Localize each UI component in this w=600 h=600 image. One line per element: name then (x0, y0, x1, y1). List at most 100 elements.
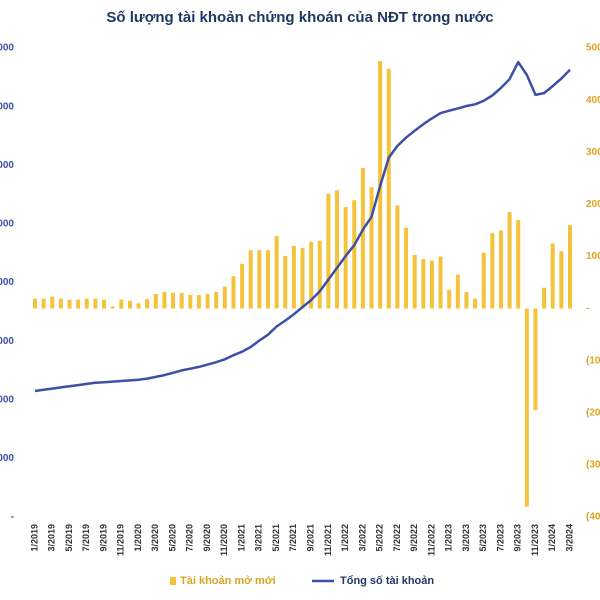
y2-tick-label: 300,000 (586, 147, 600, 158)
bar (412, 254, 417, 309)
x-tick-label: 7/2023 (495, 524, 505, 552)
x-tick-label: 7/2020 (185, 524, 195, 552)
bar (455, 274, 460, 309)
x-tick-label: 11/2022 (426, 524, 436, 556)
bar (309, 241, 314, 309)
bar (67, 299, 72, 309)
bar (119, 299, 124, 309)
x-tick-label: 3/2024 (564, 524, 574, 552)
bar (257, 250, 262, 309)
x-tick-label: 3/2023 (461, 524, 471, 552)
bar (335, 190, 340, 309)
bar (559, 251, 564, 309)
bar (291, 246, 296, 309)
bar (507, 212, 512, 309)
bar (352, 200, 357, 309)
x-tick-label: 1/2024 (547, 524, 557, 552)
bar (231, 276, 236, 309)
x-tick-label: 1/2019 (29, 524, 39, 552)
y-tick-label: 1,000,000 (0, 453, 14, 464)
bar (153, 293, 158, 309)
bar (360, 167, 365, 309)
bar (110, 306, 115, 309)
y-tick-label: 8,000,000 (0, 43, 14, 54)
x-tick-label: 9/2021 (306, 524, 316, 552)
bar (196, 295, 201, 309)
chart-title: Số lượng tài khoản chứng khoán của NĐT t… (106, 9, 493, 26)
y-tick-label: - (11, 512, 14, 523)
x-tick-label: 3/2022 (357, 524, 367, 552)
x-tick-label: 1/2021 (236, 524, 246, 552)
x-tick-label: 11/2021 (323, 524, 333, 556)
x-tick-label: 1/2022 (340, 524, 350, 552)
y2-tick-label: 500,000 (586, 43, 600, 54)
y2-tick-label: 200,000 (586, 199, 600, 210)
bar (179, 292, 184, 309)
bar (498, 230, 503, 309)
y-tick-label: 2,000,000 (0, 394, 14, 405)
bar (205, 293, 210, 309)
legend-swatch (170, 577, 176, 585)
bar (136, 303, 141, 309)
x-tick-label: 3/2021 (254, 524, 264, 552)
bar (317, 240, 322, 309)
legend-label: Tổng số tài khoản (340, 575, 434, 587)
bar (127, 300, 132, 309)
bar (429, 260, 434, 309)
bar (214, 291, 219, 309)
x-tick-label: 7/2019 (81, 524, 91, 552)
bar (300, 248, 305, 309)
y2-tick-label: 400,000 (586, 95, 600, 106)
line (34, 60, 571, 393)
x-tick-label: 5/2023 (478, 524, 488, 552)
x-tick-label: 5/2019 (64, 524, 74, 552)
bar (421, 259, 426, 309)
bar (162, 291, 167, 309)
y2-tick-label: 100,000 (586, 251, 600, 262)
x-tick-label: 5/2021 (271, 524, 281, 552)
bar (248, 250, 253, 309)
x-tick-label: 9/2020 (202, 524, 212, 552)
bar (542, 287, 547, 309)
y-tick-label: 6,000,000 (0, 160, 14, 171)
bar (41, 298, 46, 309)
bar (516, 219, 521, 309)
x-tick-label: 1/2020 (133, 524, 143, 552)
y-tick-label: 4,000,000 (0, 277, 14, 288)
bar (93, 298, 98, 309)
bar (145, 299, 150, 309)
bar (524, 308, 529, 507)
bar (283, 255, 288, 309)
bar (58, 298, 63, 309)
y2-tick-label: (400,000) (586, 512, 600, 523)
bar (438, 256, 443, 309)
y-tick-label: 3,000,000 (0, 336, 14, 347)
y2-tick-label: (200,000) (586, 407, 600, 418)
bar (84, 298, 89, 309)
bar (274, 236, 279, 309)
y-tick-label: 5,000,000 (0, 219, 14, 230)
bar (76, 299, 81, 309)
x-tick-label: 11/2023 (530, 524, 540, 556)
bar (464, 291, 469, 309)
x-tick-label: 5/2022 (375, 524, 385, 552)
bar (369, 187, 374, 309)
x-tick-label: 3/2019 (47, 524, 57, 552)
x-tick-label: 7/2021 (288, 524, 298, 552)
y2-tick-label: - (586, 303, 589, 314)
y2-tick-label: (100,000) (586, 355, 600, 366)
x-tick-label: 11/2019 (116, 524, 126, 556)
bar (473, 298, 478, 309)
x-tick-label: 1/2023 (444, 524, 454, 552)
bar (222, 286, 227, 309)
legend-label: Tài khoản mở mới (180, 575, 276, 587)
x-tick-label: 9/2022 (409, 524, 419, 552)
bar (240, 263, 245, 309)
x-tick-label: 11/2020 (219, 524, 229, 556)
bar (326, 193, 331, 309)
bar (490, 232, 495, 309)
bar (265, 250, 270, 309)
y-tick-label: 7,000,000 (0, 101, 14, 112)
bar (188, 295, 193, 309)
